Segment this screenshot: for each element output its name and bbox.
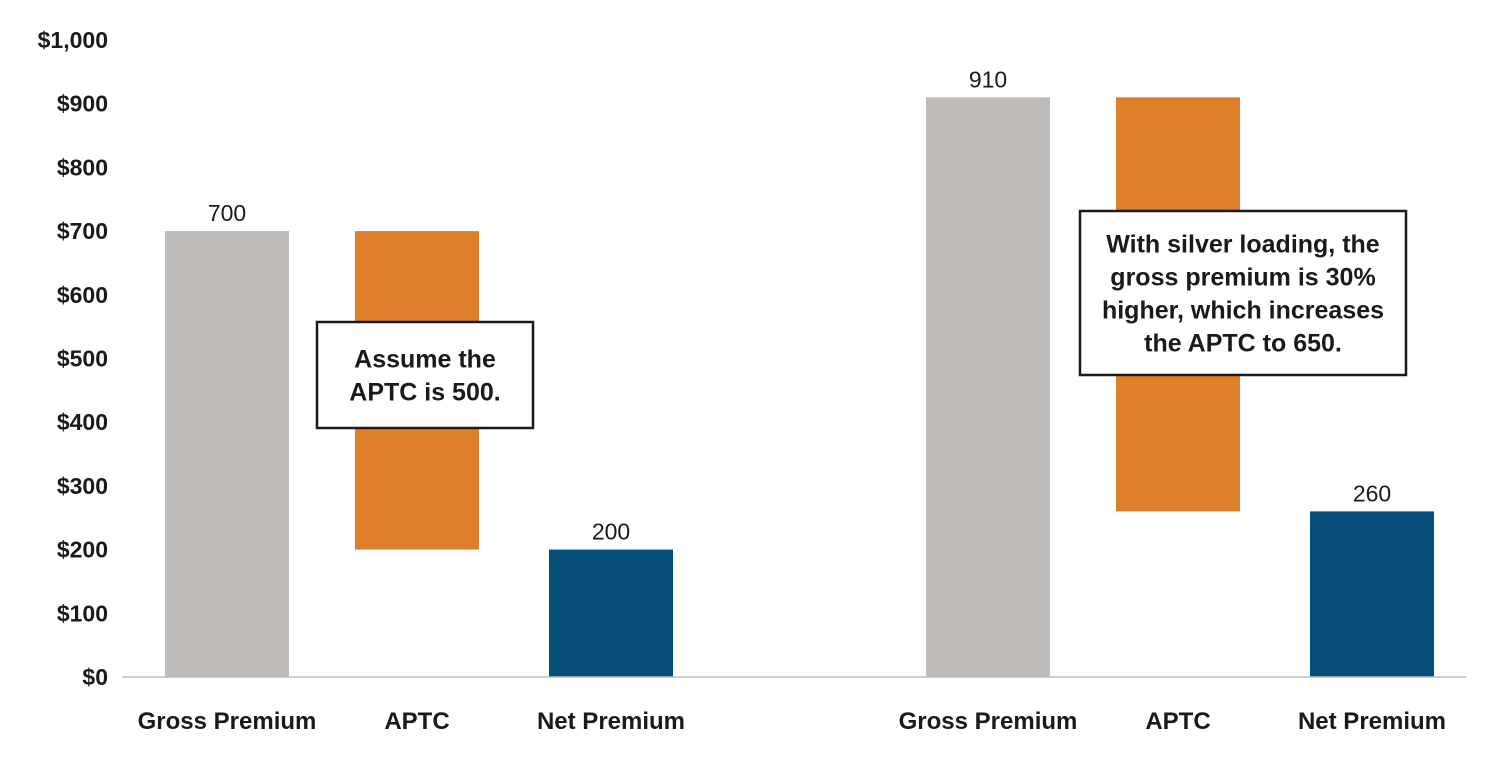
y-tick-label: $200	[57, 537, 108, 563]
x-category-label: Net Premium	[537, 708, 685, 735]
x-category-label: Gross Premium	[899, 708, 1078, 735]
data-label: 910	[969, 66, 1007, 92]
gross-bar	[165, 231, 289, 677]
callout-border	[315, 320, 535, 430]
callout-text-line: Assume the	[354, 346, 496, 374]
callout-text-line: APTC is 500.	[349, 379, 500, 407]
data-label: 200	[592, 519, 630, 545]
callout-box: Assume the APTC is 500.	[315, 320, 535, 430]
x-category-label: Net Premium	[1298, 708, 1446, 735]
y-tick-label: $400	[57, 409, 108, 435]
y-tick-label: $100	[57, 600, 108, 626]
y-tick-label: $300	[57, 473, 108, 499]
x-category-label: Gross Premium	[138, 708, 317, 735]
x-category-label: APTC	[384, 708, 449, 735]
x-category-label: APTC	[1145, 708, 1210, 735]
y-tick-label: $500	[57, 346, 108, 372]
y-axis: $0 $100 $200 $300 $400 $500 $600 $700 $800 $900 $1…	[38, 27, 108, 690]
y-tick-label: $0	[82, 664, 108, 690]
callout-text-line: the APTC to 650.	[1144, 330, 1342, 358]
y-tick-label: $1,000	[38, 27, 108, 53]
gross-bar	[926, 97, 1050, 677]
x-axis: Gross Premium APTC Net Premium Gross Premiu…	[122, 676, 1466, 735]
data-label: 700	[208, 200, 246, 226]
callout-border	[1078, 209, 1408, 377]
callouts: Assume the APTC is 500. With silver loadin…	[315, 209, 1408, 430]
data-label: 260	[1353, 480, 1391, 506]
net-bar	[549, 549, 673, 677]
y-tick-label: $600	[57, 282, 108, 308]
callout-text-line: With silver loading, the	[1106, 231, 1380, 259]
y-tick-label: $900	[57, 91, 108, 117]
net-bar	[1310, 511, 1434, 677]
callout-text-line: gross premium is 30%	[1110, 264, 1375, 292]
y-tick-label: $700	[57, 218, 108, 244]
callout-box: With silver loading, the gross premium is…	[1078, 209, 1408, 377]
y-tick-label: $800	[57, 154, 108, 180]
callout-text-line: higher, which increases	[1102, 297, 1384, 325]
